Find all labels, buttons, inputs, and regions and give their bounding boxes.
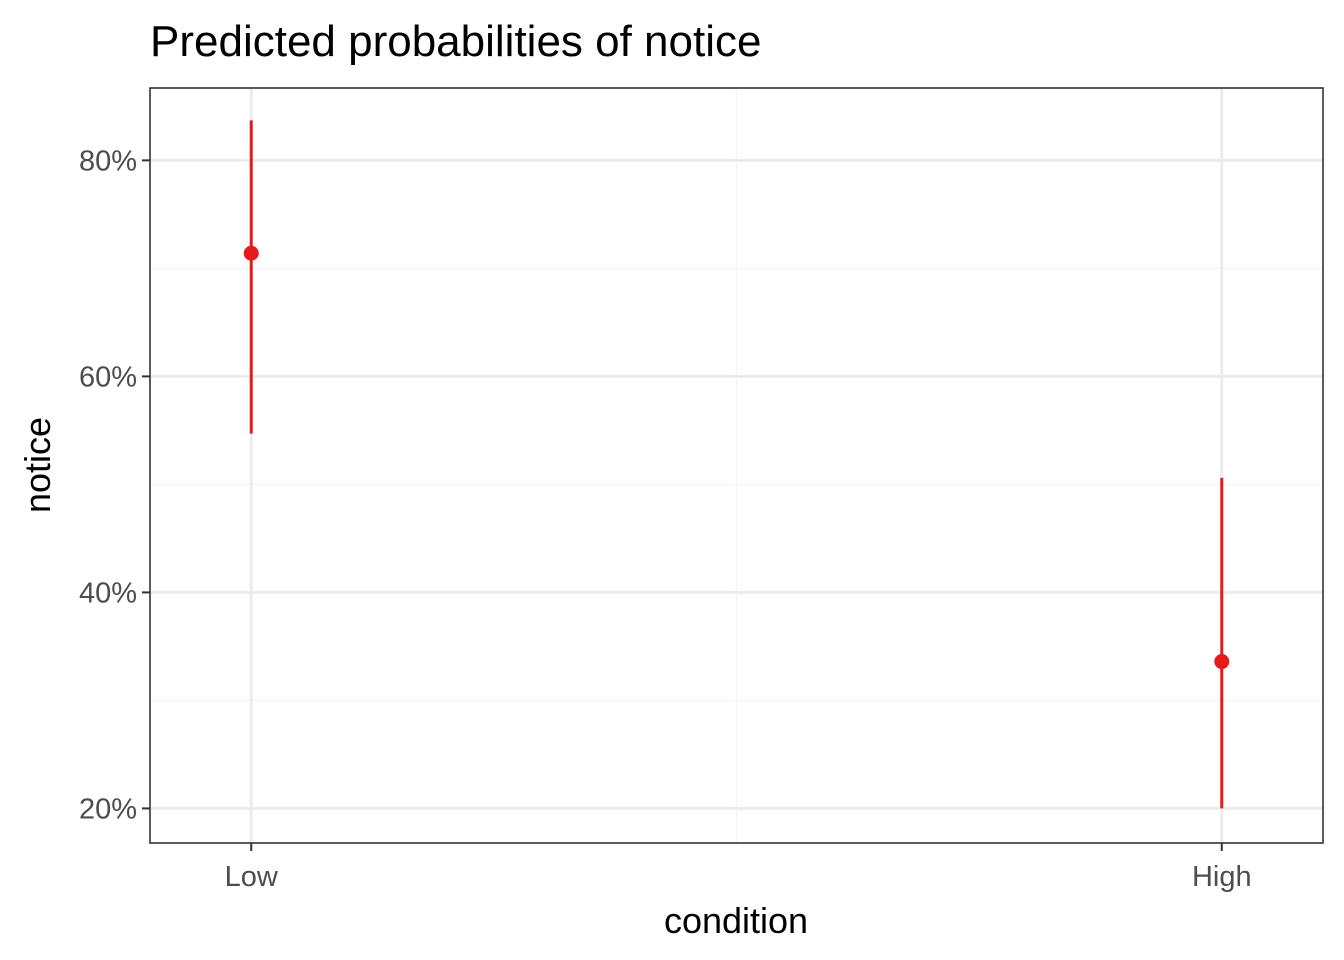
chart-title: Predicted probabilities of notice bbox=[150, 17, 761, 66]
x-tick-label: High bbox=[1192, 861, 1252, 893]
grid bbox=[150, 88, 1323, 843]
y-tick-label: 40% bbox=[79, 577, 137, 609]
x-tick-label: Low bbox=[225, 861, 279, 893]
data-series bbox=[243, 120, 1230, 809]
data-point bbox=[243, 245, 259, 261]
x-axis-title: condition bbox=[664, 900, 808, 941]
data-point bbox=[1214, 654, 1230, 670]
axes: 20% 40% 60% 80% Low High bbox=[79, 145, 1252, 893]
y-tick-label: 20% bbox=[79, 793, 137, 825]
panel-border bbox=[149, 87, 1324, 844]
y-tick-label: 60% bbox=[79, 361, 137, 393]
y-axis-title: notice bbox=[17, 417, 58, 513]
y-tick-label: 80% bbox=[79, 145, 137, 177]
